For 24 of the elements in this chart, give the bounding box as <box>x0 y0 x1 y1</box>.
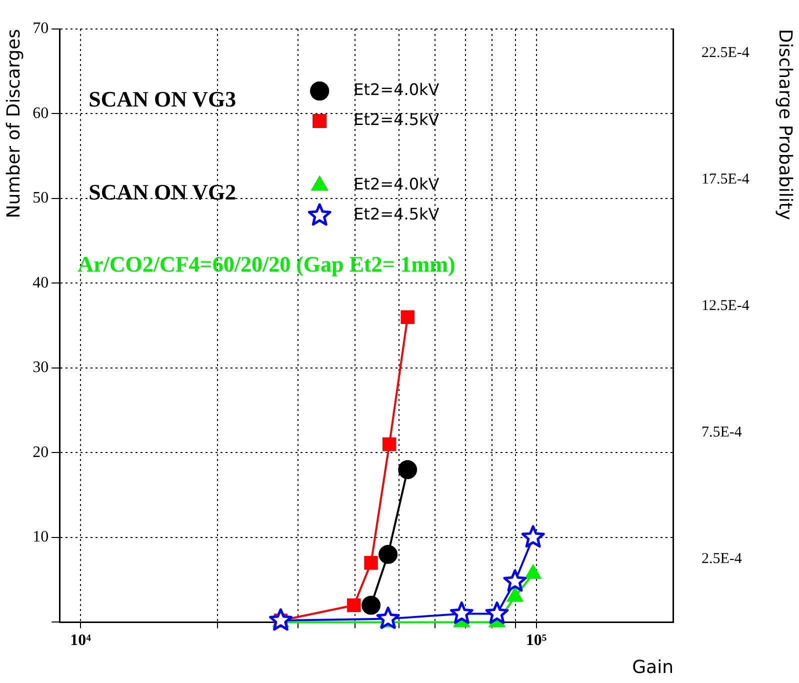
annotation: Ar/CO2/CF4=60/20/20 (Gap Et2= 1mm) <box>78 252 456 277</box>
y-tick-label: 10 <box>32 528 49 546</box>
y2-tick-label: 22.5E-4 <box>701 45 750 62</box>
y2-tick-label: 2.5E-4 <box>701 550 742 567</box>
y-tick-label: 30 <box>32 359 49 376</box>
legend-label: Et2=4.0kV <box>354 174 440 194</box>
x-tick-label: 10⁴ <box>70 632 92 649</box>
y-tick-label: 70 <box>32 20 49 38</box>
y2-tick-label: 12.5E-4 <box>701 298 750 314</box>
legend-label: Et2=4.5kV <box>354 110 440 130</box>
y-tick-label: 20 <box>32 444 49 461</box>
y2-tick-label: 17.5E-4 <box>701 172 750 188</box>
x-axis-title: Gain <box>632 656 674 678</box>
annotation: SCAN ON VG2 <box>88 180 236 205</box>
annotation: SCAN ON VG3 <box>88 86 236 112</box>
y-axis-title: Number of Discarges <box>3 29 24 218</box>
legend-label: Et2=4.0kV <box>354 80 440 100</box>
y2-tick-label: 7.5E-4 <box>701 424 742 440</box>
y-tick-label: 40 <box>32 274 49 292</box>
legend-label: Et2=4.5kV <box>354 204 440 224</box>
x-tick-label: 10⁵ <box>526 632 547 649</box>
y-tick-label: 60 <box>32 104 49 122</box>
y-tick-label: 50 <box>32 190 49 207</box>
y2-axis-title: Discharge Probability <box>774 29 796 220</box>
